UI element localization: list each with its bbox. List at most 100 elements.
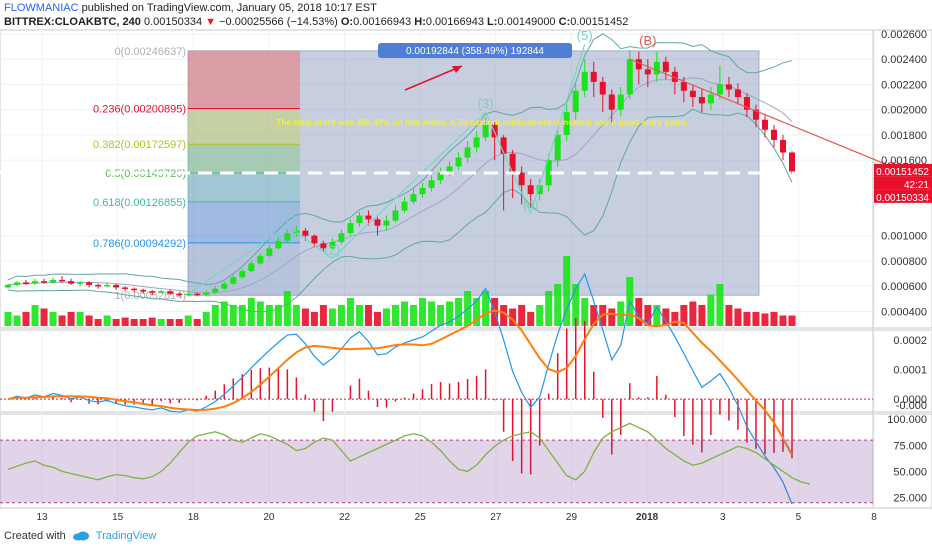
volume-bar xyxy=(662,308,670,326)
volume-bar xyxy=(617,301,625,326)
candle-body xyxy=(14,282,21,285)
date-tick: 15 xyxy=(112,512,124,523)
candle-body xyxy=(68,281,75,284)
volume-bar xyxy=(175,319,183,326)
candle-body xyxy=(365,215,372,220)
price-tick: 0.002600 xyxy=(881,29,927,41)
volume-bar xyxy=(653,305,661,326)
volume-bar xyxy=(265,305,273,326)
date-tick: 5 xyxy=(796,512,802,523)
open-label: O: xyxy=(340,16,354,28)
macd-tick: 0.0002 xyxy=(893,335,927,347)
fib-band xyxy=(188,50,300,109)
candle-body xyxy=(563,112,570,135)
candle-body xyxy=(626,59,633,95)
publish-line: FLOWMANIAC published on TradingView.com,… xyxy=(4,2,377,14)
candle-body xyxy=(662,61,669,72)
rsi-band xyxy=(0,440,873,503)
volume-bar xyxy=(680,305,688,326)
volume-bar xyxy=(725,305,733,326)
candle-body xyxy=(320,243,327,249)
candle-body xyxy=(698,97,705,104)
fib-band xyxy=(188,108,300,145)
down-arrow-icon: ▼ xyxy=(205,16,217,28)
low-value: 0.00149000 xyxy=(497,16,556,28)
candle-body xyxy=(266,248,273,256)
change-value: −0.00025566 (−14.53%) xyxy=(219,16,338,28)
volume-bar xyxy=(310,312,318,326)
candle-body xyxy=(734,89,741,98)
candle-body xyxy=(275,240,282,249)
date-tick: 2018 xyxy=(636,512,659,523)
bollinger-upper xyxy=(7,33,793,285)
volume-bar xyxy=(743,312,751,326)
candle-body xyxy=(113,284,120,288)
rsi-tick: 50.000 xyxy=(893,466,927,478)
price-tag-label: 0.00151452 xyxy=(876,167,929,178)
volume-bar xyxy=(527,312,535,326)
volume-bar xyxy=(788,315,796,326)
rsi-line xyxy=(7,422,811,485)
volume-bar xyxy=(391,305,399,326)
volume-bar xyxy=(247,298,255,326)
wave-label: (2) xyxy=(324,242,340,257)
volume-bar xyxy=(707,294,715,326)
wave-label: (3) xyxy=(478,96,494,111)
volume-bar xyxy=(572,284,580,326)
main-pane xyxy=(0,29,932,329)
volume-bar xyxy=(130,319,138,326)
volume-bar xyxy=(283,291,291,326)
fib-band xyxy=(188,173,300,202)
volume-bar xyxy=(31,305,39,326)
volume-bar xyxy=(355,305,363,326)
volume-bar xyxy=(644,305,652,326)
volume-bar xyxy=(779,315,787,326)
volume-bar xyxy=(94,319,102,326)
volume-bar xyxy=(157,319,165,326)
candle-body xyxy=(644,69,651,75)
price-tick: 0.001000 xyxy=(881,231,927,243)
candle-body xyxy=(419,187,426,195)
measure-box xyxy=(378,43,572,58)
date-tick: 25 xyxy=(415,512,427,523)
date-tick: 27 xyxy=(490,512,502,523)
candle-body xyxy=(725,84,732,90)
volume-bar xyxy=(301,308,309,326)
volume-bar xyxy=(193,319,201,326)
candle-body xyxy=(707,94,714,104)
date-tick: 8 xyxy=(871,512,877,523)
rsi-tick: 25.000 xyxy=(893,493,927,505)
candle-body xyxy=(86,282,93,285)
rsi-tick: 75.000 xyxy=(893,440,927,452)
fib-band xyxy=(188,201,300,243)
symbol-label: BITTREX:CLOAKBTC, 240 xyxy=(4,16,141,28)
volume-bar xyxy=(364,305,372,326)
volume-bar xyxy=(229,305,237,326)
candle-body xyxy=(617,94,624,110)
price-tick: 0.001800 xyxy=(881,130,927,142)
candle-body xyxy=(446,166,453,173)
signal-line xyxy=(7,309,793,456)
volume-bar xyxy=(346,298,354,326)
candle-body xyxy=(752,109,759,120)
candle-body xyxy=(789,152,795,172)
volume-bar xyxy=(166,319,174,326)
date-tick: 20 xyxy=(263,512,275,523)
footer: Created with TradingView xyxy=(4,530,156,542)
close-value: 0.00151452 xyxy=(570,16,629,28)
volume-bar xyxy=(112,319,120,326)
volume-bar xyxy=(121,317,129,326)
volume-bar xyxy=(608,308,616,326)
volume-bar xyxy=(482,291,490,326)
candle-body xyxy=(635,59,642,70)
candle-body xyxy=(464,147,471,158)
author-link[interactable]: FLOWMANIAC xyxy=(4,2,79,14)
wave-path xyxy=(187,43,586,295)
price-tick: 0.000800 xyxy=(881,256,927,268)
candle-body xyxy=(149,291,156,293)
annotation-text: The total profit was 358.49% on that mov… xyxy=(276,117,688,127)
tradingview-brand[interactable]: TradingView xyxy=(95,530,157,542)
price-tag-label: 0.00150334 xyxy=(876,193,929,204)
open-value: 0.00166943 xyxy=(353,16,412,28)
